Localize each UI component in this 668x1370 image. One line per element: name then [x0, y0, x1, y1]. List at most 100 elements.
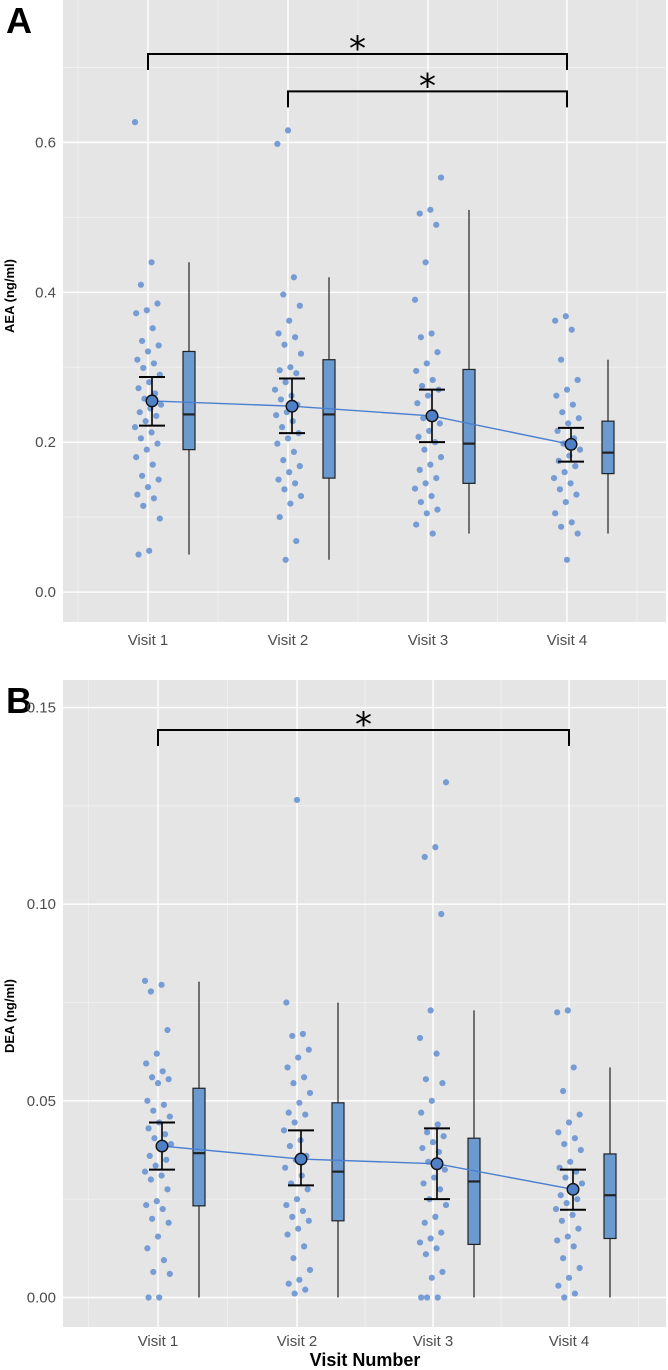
data-point: [133, 310, 140, 317]
data-point: [428, 1274, 435, 1281]
data-point: [568, 326, 575, 333]
data-point: [290, 274, 298, 281]
data-point: [156, 515, 163, 522]
data-point: [146, 547, 153, 554]
data-point: [283, 1201, 290, 1209]
x-tick-label: Visit 2: [268, 632, 309, 649]
data-point: [293, 370, 300, 377]
data-point: [147, 1176, 155, 1183]
data-point: [166, 1270, 173, 1278]
y-tick-label: 0.0: [35, 584, 56, 601]
data-point: [145, 1125, 152, 1132]
data-point: [277, 396, 285, 403]
data-point: [434, 506, 441, 513]
data-point: [429, 376, 436, 384]
data-point: [275, 476, 282, 483]
plot-layer: 0.00 0.05 0.10 0.15 Visit 1 Visit 2 Visit 3 Vis…: [27, 680, 666, 1350]
x-tick-label: Visit 4: [547, 632, 588, 649]
data-point: [427, 461, 434, 468]
data-point: [438, 910, 445, 918]
data-point: [555, 1129, 562, 1136]
data-point: [161, 1131, 169, 1138]
mean-marker: [564, 437, 578, 451]
data-point: [142, 418, 149, 425]
data-point: [432, 844, 439, 851]
data-point: [428, 493, 435, 500]
data-point: [413, 367, 420, 375]
data-point: [421, 446, 428, 453]
data-point: [296, 463, 303, 470]
data-point: [562, 1174, 569, 1181]
data-point: [289, 1032, 296, 1040]
data-point: [561, 469, 568, 476]
data-point: [561, 1294, 568, 1301]
data-point: [144, 1245, 151, 1252]
x-tick-label: Visit 3: [408, 632, 449, 649]
data-point: [422, 480, 429, 487]
data-point: [143, 446, 150, 453]
data-point: [562, 313, 569, 320]
mean-line: [161, 1145, 574, 1191]
data-point: [151, 1135, 158, 1142]
mean-marker: [145, 394, 159, 408]
data-point: [306, 1089, 314, 1097]
data-point: [158, 1172, 165, 1179]
data-point: [304, 1186, 311, 1193]
data-point: [152, 1162, 159, 1169]
data-point: [421, 1219, 428, 1226]
data-point: [284, 127, 292, 134]
data-point: [280, 291, 287, 298]
data-point: [554, 1009, 561, 1016]
data-point: [433, 1245, 440, 1252]
data-point: [286, 317, 293, 324]
data-point: [296, 1276, 303, 1283]
data-point: [422, 259, 429, 266]
data-point: [563, 556, 571, 563]
data-point: [557, 523, 565, 530]
data-point: [276, 367, 283, 374]
data-point: [131, 119, 139, 126]
data-point: [302, 1286, 309, 1293]
data-point: [300, 1243, 308, 1250]
data-point: [429, 530, 436, 537]
significance-star: *: [349, 29, 366, 69]
data-point: [280, 457, 287, 464]
data-point: [291, 480, 299, 487]
y-axis-label: DEA (ng/ml): [2, 979, 17, 1053]
data-point: [434, 349, 441, 356]
data-point: [159, 1068, 166, 1075]
data-point: [148, 259, 155, 266]
data-point: [280, 1127, 288, 1134]
data-point: [157, 401, 165, 408]
data-point: [290, 448, 298, 455]
data-point: [286, 1142, 294, 1150]
data-point: [422, 1076, 430, 1083]
data-point: [427, 1235, 434, 1242]
data-point: [153, 412, 160, 420]
data-point: [295, 1054, 302, 1061]
data-point: [144, 1097, 151, 1104]
data-point: [281, 486, 288, 493]
mean-marker: [285, 399, 299, 413]
x-tick-label: Visit 3: [413, 1333, 454, 1350]
x-axis-label: Visit Number: [310, 1350, 421, 1370]
data-point: [565, 1119, 573, 1126]
box: [467, 1137, 481, 1246]
significance-bracket: [157, 728, 570, 746]
data-point: [423, 510, 430, 517]
data-point: [143, 1201, 150, 1209]
data-point: [164, 1186, 171, 1193]
data-point: [155, 476, 162, 483]
data-point: [146, 379, 153, 386]
data-point: [428, 330, 435, 337]
plot-layer: 0.0 0.2 0.4 0.6 Visit 1 Visit 2 Visit 3 Visit 4…: [35, 0, 666, 649]
data-point: [559, 409, 566, 416]
data-point: [275, 330, 282, 337]
data-point: [297, 350, 305, 357]
data-point: [564, 1233, 571, 1240]
data-point: [282, 379, 289, 386]
data-point: [159, 1205, 166, 1213]
data-point: [556, 486, 564, 493]
data-point: [299, 1030, 307, 1038]
y-axis-label: AEA (ng/ml): [2, 259, 17, 333]
